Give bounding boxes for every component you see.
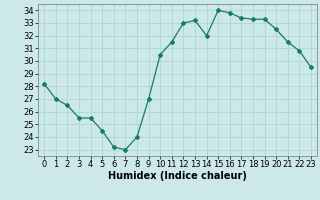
X-axis label: Humidex (Indice chaleur): Humidex (Indice chaleur) xyxy=(108,171,247,181)
